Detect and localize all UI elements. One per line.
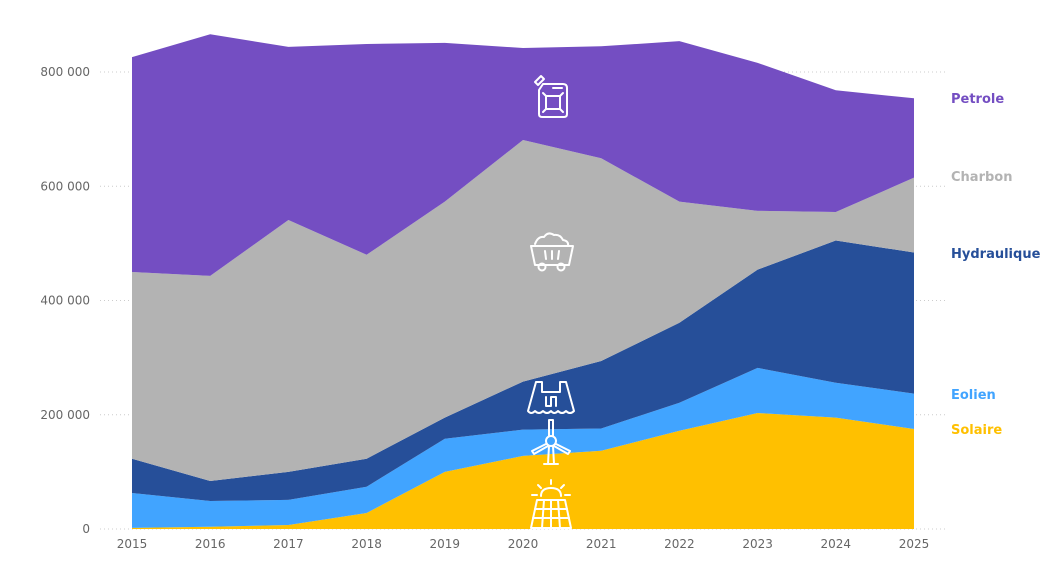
y-tick-label: 400 000: [40, 294, 90, 308]
x-tick-label: 2016: [195, 537, 226, 551]
area-series: [132, 34, 914, 529]
x-tick-label: 2020: [508, 537, 539, 551]
y-axis: 0 200 000 400 000 600 000 800 000: [40, 65, 90, 536]
x-axis: 2015 2016 2017 2018 2019 2020 2021 2022 2023 2024…: [117, 537, 930, 551]
coal-cart-icon: [530, 232, 574, 272]
area-solaire[interactable]: [132, 413, 914, 529]
x-tick-label: 2018: [351, 537, 382, 551]
x-tick-label: 2025: [899, 537, 930, 551]
y-tick-label: 0: [82, 522, 90, 536]
dam-icon: [527, 381, 575, 414]
area-eolien[interactable]: [132, 367, 914, 528]
x-tick-label: 2024: [821, 537, 852, 551]
series-label-solaire: Solaire: [951, 423, 1002, 438]
solar-panel-icon: [530, 479, 572, 529]
y-tick-label: 200 000: [40, 408, 90, 422]
area-petrole[interactable]: [132, 34, 914, 276]
x-tick-label: 2015: [117, 537, 148, 551]
series-label-charbon: Charbon: [951, 170, 1012, 185]
series-label-hydraulique: Hydraulique: [951, 247, 1041, 262]
x-tick-label: 2023: [742, 537, 773, 551]
y-tick-label: 600 000: [40, 179, 90, 193]
jerrycan-icon: [534, 75, 568, 118]
wind-turbine-icon: [531, 419, 571, 465]
area-hydraulique[interactable]: [132, 240, 914, 502]
x-tick-label: 2017: [273, 537, 304, 551]
series-label-eolien: Eolien: [951, 388, 996, 403]
x-tick-label: 2019: [430, 537, 461, 551]
series-labels: Solaire Eolien Hydraulique Charbon Petrole: [951, 92, 1041, 438]
x-tick-label: 2022: [664, 537, 695, 551]
x-tick-label: 2021: [586, 537, 617, 551]
y-tick-label: 800 000: [40, 65, 90, 79]
area-charbon[interactable]: [132, 139, 914, 482]
series-label-petrole: Petrole: [951, 92, 1004, 107]
